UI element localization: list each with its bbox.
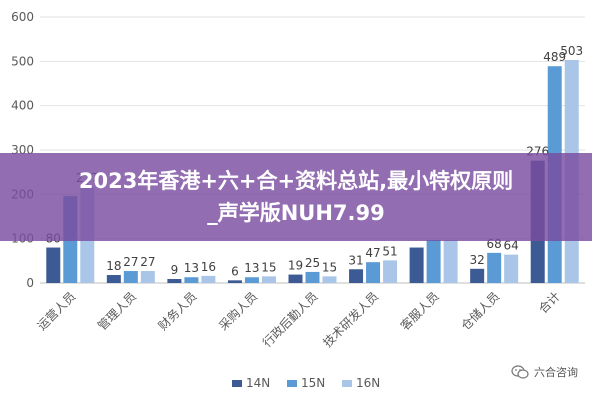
data-label: 64 [504,239,519,253]
data-label: 47 [365,246,380,260]
bar-16N [383,260,398,283]
y-tick-label: 400 [11,99,34,113]
bar-14N [106,275,121,283]
title-banner: 2023年香港+六+合+资料总站,最小特权原则_声学版NUH7.99 [0,153,592,241]
x-category-label: 运营人员 [35,289,79,333]
data-label: 9 [171,263,179,277]
data-label: 13 [244,261,259,275]
data-label: 19 [288,259,303,273]
banner-title: 2023年香港+六+合+资料总站,最小特权原则_声学版NUH7.99 [78,169,514,225]
wechat-icon [511,365,529,379]
legend-swatch [342,380,352,387]
bar-14N [470,268,485,283]
bar-16N [504,254,519,283]
bar-14N [349,269,364,283]
data-label: 31 [348,253,363,267]
x-category-label: 管理人员 [94,289,139,334]
x-category-label: 行政后勤人员 [260,289,321,350]
data-label: 15 [322,260,337,274]
x-category-label: 采购人员 [216,289,261,334]
data-label: 15 [261,260,276,274]
data-label: 18 [106,259,121,273]
data-label: 16 [201,260,216,274]
bar-15N [487,252,502,283]
x-category-label: 合计 [535,289,563,317]
bar-16N [261,276,276,283]
bar-15N [244,277,259,283]
bar-14N [288,274,303,283]
x-category-label: 客服人员 [397,289,442,334]
data-label: 27 [123,255,138,269]
data-label: 13 [184,261,199,275]
bar-15N [184,277,199,283]
y-tick-label: 600 [11,10,34,24]
watermark: 六合咨询 [511,364,578,380]
legend-swatch [287,380,297,387]
data-label: 489 [543,50,566,64]
data-label: 32 [470,253,485,267]
data-label: 27 [140,255,155,269]
data-label: 503 [560,44,583,58]
legend: 14N 15N 16N [232,376,380,390]
bar-14N [227,280,242,283]
x-category-label: 仓储人员 [458,289,503,334]
bar-16N [443,239,458,283]
bar-16N [201,275,216,283]
watermark-text: 六合咨询 [534,366,578,379]
bar-14N [167,279,182,283]
bar-15N [123,271,138,283]
bar-14N [409,247,424,283]
bar-16N [322,276,337,283]
bar-16N [140,271,155,283]
x-category-label: 财务人员 [155,289,200,334]
x-category-label: 技术研发人员 [320,289,382,351]
data-label: 25 [305,256,320,270]
bar-15N [426,239,441,283]
legend-label: 16N [356,376,380,390]
y-axis: 0100200300400500600 [11,10,34,290]
data-label: 51 [382,244,397,258]
x-axis: 运营人员 管理人员 财务人员 采购人员 行政后勤人员 技术研发人员 客服人员 仓储人员 合计 [35,289,563,351]
data-label: 6 [231,264,239,278]
y-tick-label: 500 [11,54,34,68]
legend-label: 15N [301,376,325,390]
bar-15N [366,262,381,283]
bar-14N [46,247,61,283]
legend-swatch [232,380,242,387]
y-tick-label: 0 [26,276,34,290]
bar-15N [305,271,320,283]
legend-label: 14N [246,376,270,390]
